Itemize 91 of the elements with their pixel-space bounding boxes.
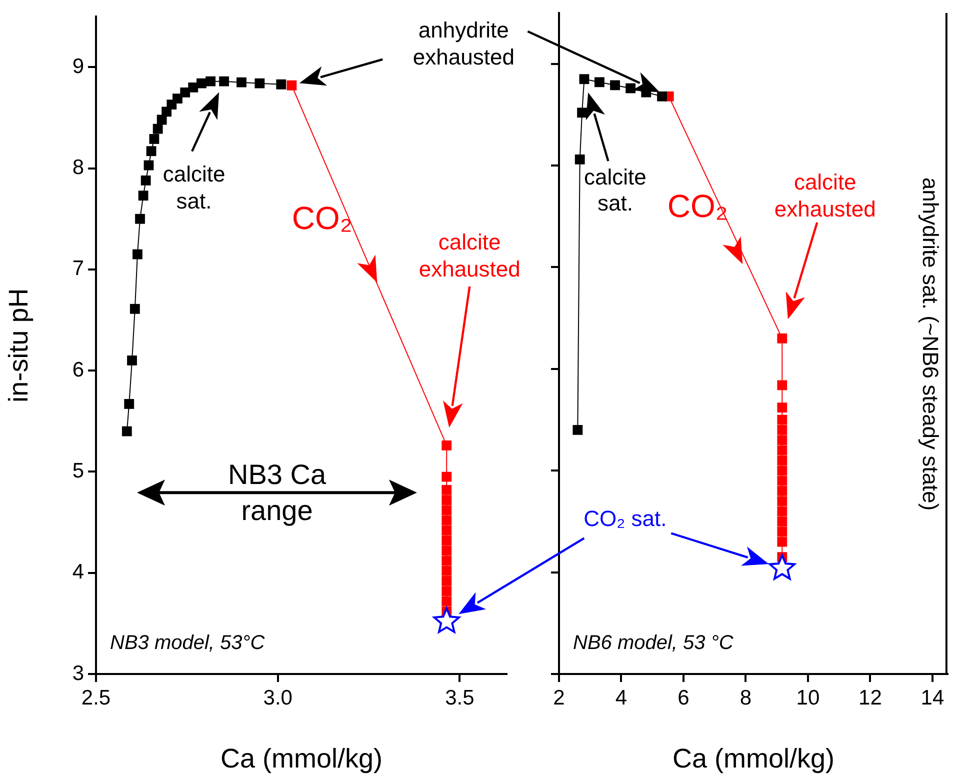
point [442, 576, 452, 586]
y-tick-label: 3 [72, 662, 84, 685]
point [442, 566, 452, 576]
point [219, 76, 229, 86]
point [442, 440, 452, 450]
point [130, 304, 140, 314]
point [574, 154, 585, 164]
point [442, 525, 452, 536]
point [442, 472, 452, 482]
point [149, 134, 160, 144]
y-tick-label: 8 [72, 156, 84, 180]
point [777, 445, 788, 456]
point [433, 607, 460, 633]
x-tick-label: 3.0 [263, 686, 292, 710]
y-tick-label: 6 [72, 358, 84, 382]
y-tick-label: 7 [72, 257, 84, 280]
point [144, 160, 154, 170]
annotation: NB6 model, 53 °C [573, 632, 734, 655]
point [777, 506, 788, 516]
point [442, 546, 452, 556]
point [777, 455, 788, 466]
annotation: CO₂ sat. [584, 506, 667, 532]
point [777, 414, 788, 425]
point [777, 526, 788, 537]
point [777, 466, 788, 476]
point [657, 91, 667, 102]
point [127, 356, 137, 366]
point [138, 190, 148, 201]
point [442, 596, 452, 606]
point [777, 476, 788, 486]
point [152, 124, 163, 134]
point [572, 424, 583, 435]
y-axis-title: in-situ pH [4, 288, 34, 402]
point [276, 79, 286, 90]
x-tick-label: 2 [553, 686, 565, 710]
x-axis-title: Ca (mmol/kg) [672, 743, 835, 774]
x-tick-label: 14 [920, 686, 944, 710]
point [236, 77, 246, 88]
annotation: NB3 Ca range [227, 458, 327, 528]
point [286, 80, 297, 90]
point [188, 82, 198, 92]
point [442, 556, 452, 566]
annotation: NB3 model, 53°C [110, 632, 265, 655]
point [777, 536, 788, 547]
point [610, 80, 620, 90]
x-tick-label: 10 [796, 686, 820, 710]
point [777, 402, 788, 413]
point [122, 426, 132, 436]
point [777, 486, 788, 496]
point [442, 505, 452, 516]
point [777, 516, 788, 526]
point [626, 83, 636, 94]
annotation: calcite exhausted [773, 170, 877, 223]
point [777, 380, 788, 390]
point [577, 108, 587, 118]
y-tick-label: 4 [72, 560, 84, 584]
x-axis-title: Ca (mmol/kg) [220, 743, 383, 774]
x-tick-label: 4 [615, 686, 628, 710]
point [146, 146, 156, 156]
x-tick-label: 3.5 [445, 686, 474, 710]
x-tick-label: 12 [858, 686, 882, 710]
annotation: calcite exhausted [418, 230, 522, 283]
point [442, 515, 452, 526]
point [579, 74, 590, 84]
point [140, 175, 151, 186]
annotation: calcite sat. [583, 164, 648, 218]
point [254, 78, 265, 88]
point [442, 484, 452, 495]
x-tick-label: 6 [678, 686, 690, 710]
annotation: CO₂ [292, 198, 352, 237]
point [777, 496, 788, 506]
annotation: anhydrite exhausted [412, 18, 516, 71]
point [777, 435, 788, 446]
y-tick-label: 9 [72, 54, 84, 78]
point [206, 76, 216, 86]
point [196, 78, 206, 88]
point [124, 399, 134, 409]
point [442, 586, 452, 596]
point [442, 536, 452, 546]
point [135, 214, 145, 224]
point [777, 424, 788, 435]
point [768, 554, 796, 580]
x-tick-label: 8 [740, 686, 752, 710]
point [777, 333, 788, 344]
x-tick-label: 2.5 [81, 686, 111, 710]
point [132, 249, 142, 260]
ref-line-label: anhydrite sat. (~NB6 steady state) [917, 176, 944, 510]
point [594, 77, 604, 88]
y-tick-label: 5 [72, 460, 84, 483]
annotation: calcite sat. [162, 162, 226, 215]
point [442, 495, 452, 505]
